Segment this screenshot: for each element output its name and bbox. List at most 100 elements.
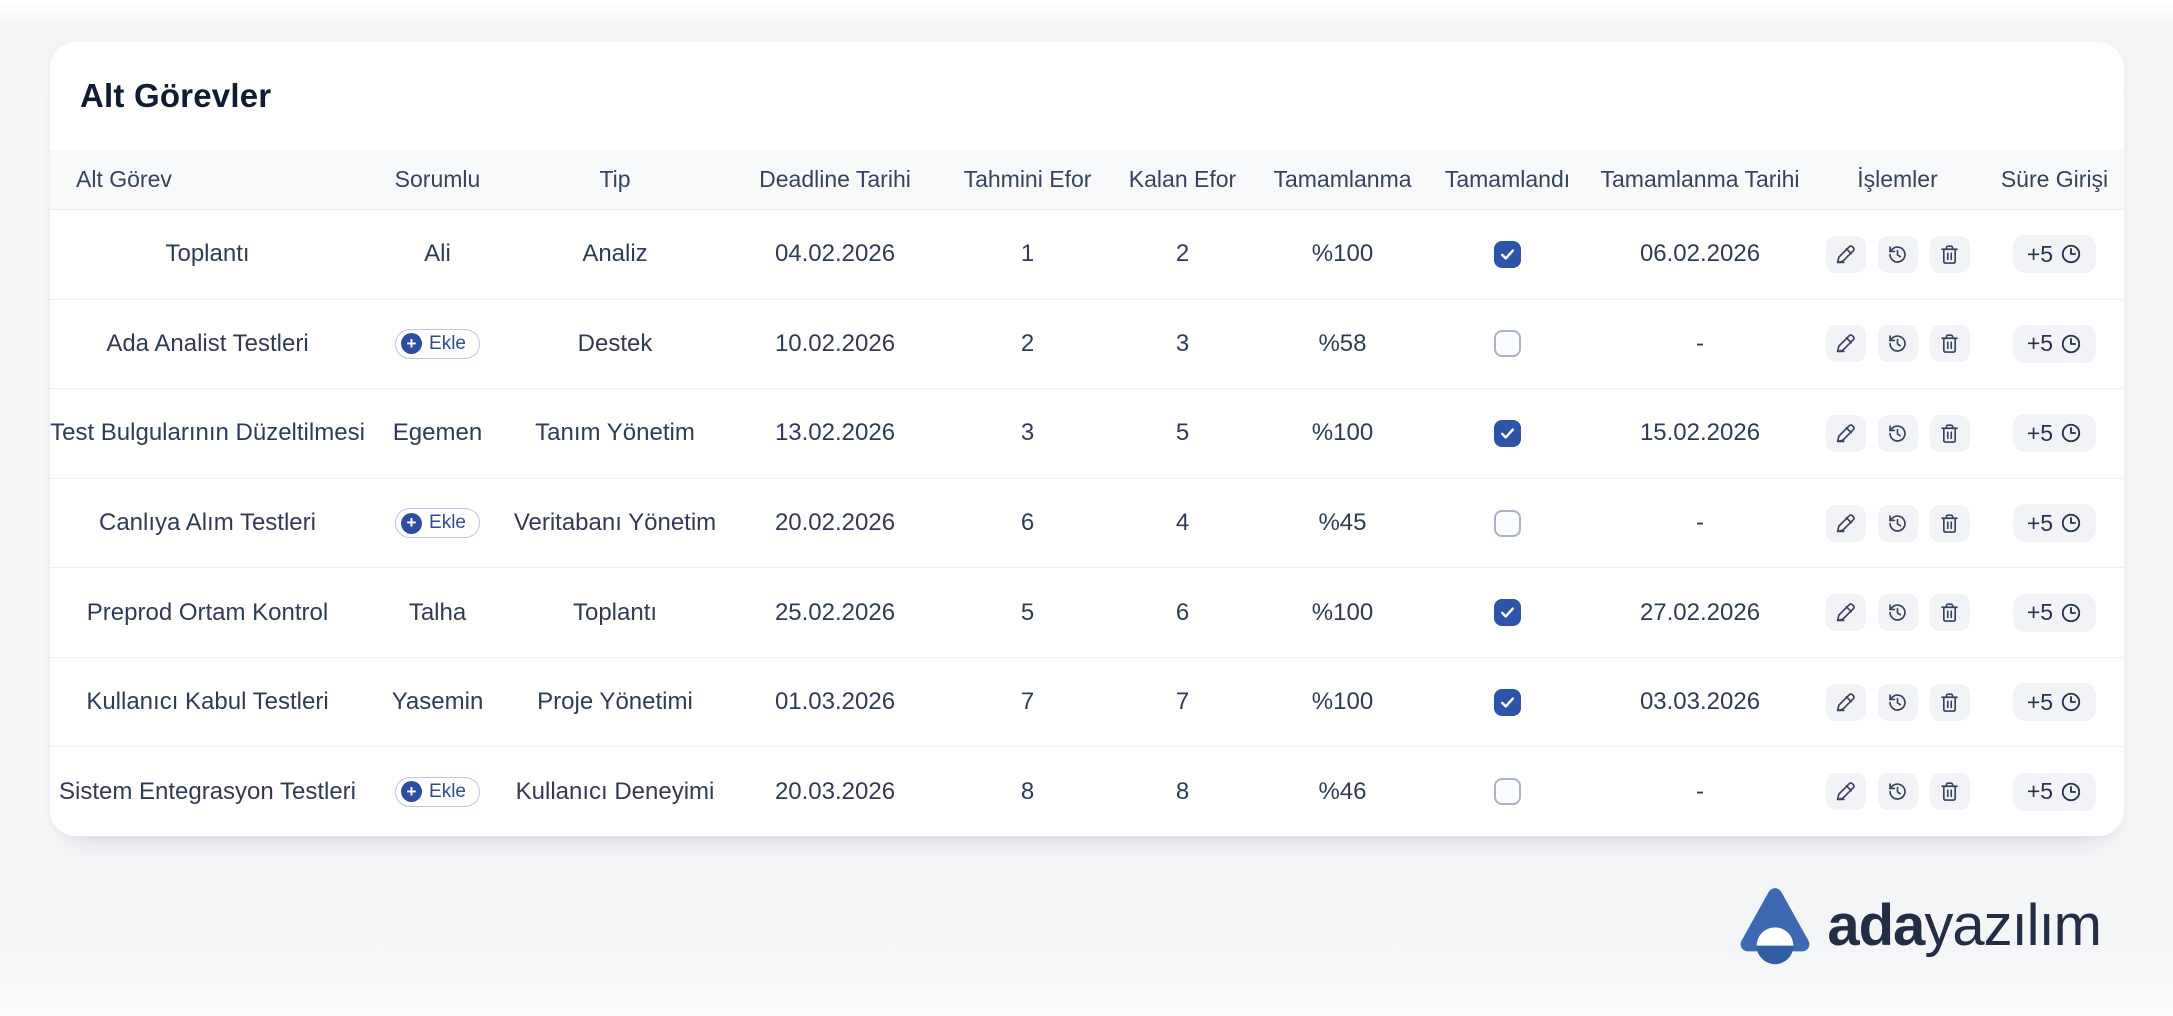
add-assignee-label: Ekle (429, 332, 466, 354)
add-time-button[interactable]: +5 (2012, 772, 2097, 811)
card-header: Alt Görevler (50, 42, 2124, 150)
history-button[interactable] (1877, 235, 1918, 273)
check-icon (1500, 249, 1515, 260)
plus-icon: + (401, 781, 423, 803)
assignee-name: Talha (408, 598, 467, 626)
delete-button[interactable] (1929, 325, 1970, 363)
subtask-name: Kullanıcı Kabul Testleri (86, 688, 329, 716)
column-header-islemler: İşlemler (1857, 166, 1938, 192)
edit-button[interactable] (1825, 414, 1866, 452)
task-type: Toplantı (572, 598, 658, 626)
column-header-kalan: Kalan Efor (1128, 166, 1237, 192)
brand-logo: adayazılım (1735, 884, 2102, 974)
add-time-button[interactable]: +5 (2012, 235, 2097, 274)
add-assignee-label: Ekle (429, 780, 466, 802)
clock-icon (2061, 782, 2081, 801)
estimated-effort: 3 (1020, 419, 1035, 447)
estimated-effort: 1 (1020, 240, 1035, 268)
add-time-button[interactable]: +5 (2012, 414, 2097, 453)
brand-name-light: yazılım (1924, 893, 2102, 958)
pencil-icon (1836, 692, 1855, 711)
plus-icon: + (401, 512, 423, 534)
row-actions (1825, 414, 1970, 452)
estimated-effort: 8 (1020, 777, 1035, 805)
completion-percent: %58 (1318, 329, 1367, 357)
edit-button[interactable] (1825, 325, 1866, 363)
clock-icon (2061, 513, 2081, 533)
table-row: Toplantı Ali + Analiz 04.02.2026 1 2 %10… (50, 210, 2124, 300)
pencil-icon (1836, 424, 1855, 443)
subtask-name: Toplantı (165, 240, 250, 268)
task-type: Analiz (582, 240, 648, 268)
column-header-alt_gorev: Alt Görev (76, 166, 172, 192)
remaining-effort: 8 (1175, 777, 1190, 805)
add-time-button[interactable]: +5 (2012, 324, 2097, 363)
delete-button[interactable] (1929, 414, 1970, 452)
add-time-label: +5 (2026, 240, 2054, 267)
column-header-sure: Süre Girişi (2000, 166, 2109, 192)
history-button[interactable] (1877, 504, 1918, 542)
deadline-date: 20.02.2026 (774, 509, 896, 537)
delete-button[interactable] (1929, 773, 1970, 811)
add-time-label: +5 (2026, 599, 2054, 626)
delete-button[interactable] (1929, 235, 1970, 273)
completed-checkbox[interactable] (1494, 509, 1521, 537)
trash-icon (1941, 693, 1958, 712)
table-row: Canlıya Alım Testleri + Ekle Veritabanı … (50, 478, 2124, 569)
table-row: Test Bulgularının Düzeltilmesi Egemen + … (50, 389, 2124, 479)
history-button[interactable] (1877, 325, 1918, 363)
delete-button[interactable] (1929, 683, 1970, 721)
edit-button[interactable] (1825, 683, 1866, 721)
clock-icon (2061, 245, 2081, 264)
subtask-name: Test Bulgularının Düzeltilmesi (50, 419, 365, 447)
add-time-button[interactable]: +5 (2012, 504, 2097, 543)
completed-checkbox[interactable] (1494, 419, 1521, 447)
edit-button[interactable] (1825, 504, 1866, 542)
completed-checkbox[interactable] (1494, 688, 1521, 716)
add-assignee-button[interactable]: + Ekle (395, 328, 480, 359)
table-body: Toplantı Ali + Analiz 04.02.2026 1 2 %10… (50, 210, 2124, 836)
history-button[interactable] (1877, 683, 1918, 721)
deadline-date: 10.02.2026 (774, 329, 896, 357)
estimated-effort: 5 (1020, 598, 1035, 626)
history-button[interactable] (1877, 414, 1918, 452)
row-actions (1825, 235, 1970, 273)
task-type: Kullanıcı Deneyimi (515, 777, 715, 805)
add-assignee-label: Ekle (429, 512, 466, 534)
deadline-date: 25.02.2026 (774, 598, 896, 626)
completed-checkbox[interactable] (1494, 330, 1521, 358)
estimated-effort: 2 (1020, 329, 1035, 357)
history-button[interactable] (1877, 594, 1918, 632)
history-button[interactable] (1877, 773, 1918, 811)
row-actions (1825, 325, 1970, 363)
add-assignee-button[interactable]: + Ekle (395, 776, 480, 807)
add-time-label: +5 (2026, 419, 2054, 446)
edit-button[interactable] (1825, 235, 1866, 273)
table-row: Preprod Ortam Kontrol Talha + Toplantı 2… (50, 568, 2124, 658)
table-row: Sistem Entegrasyon Testleri + Ekle Kulla… (50, 747, 2124, 836)
completed-checkbox[interactable] (1494, 240, 1521, 268)
row-actions (1825, 594, 1970, 632)
history-icon (1889, 425, 1906, 442)
completion-percent: %46 (1318, 777, 1367, 805)
remaining-effort: 2 (1175, 240, 1190, 268)
column-header-tamamlandi: Tamamlandı (1444, 166, 1571, 192)
completion-percent: %100 (1311, 598, 1374, 626)
trash-icon (1941, 334, 1958, 354)
completed-checkbox[interactable] (1494, 778, 1521, 806)
add-time-button[interactable]: +5 (2012, 593, 2097, 632)
brand-name-bold: ada (1827, 893, 1925, 958)
ada-island-logo-icon (1740, 888, 1810, 965)
delete-button[interactable] (1929, 504, 1970, 542)
row-actions (1825, 504, 1970, 542)
add-time-button[interactable]: +5 (2012, 683, 2097, 722)
brand-logo-text: adayazılım (1827, 897, 2102, 961)
completed-checkbox[interactable] (1494, 599, 1521, 627)
delete-button[interactable] (1929, 594, 1970, 632)
check-icon (1500, 428, 1515, 439)
trash-icon (1941, 424, 1958, 443)
edit-button[interactable] (1825, 773, 1866, 811)
add-assignee-button[interactable]: + Ekle (395, 508, 480, 539)
edit-button[interactable] (1825, 594, 1866, 632)
subtask-name: Sistem Entegrasyon Testleri (58, 777, 357, 805)
